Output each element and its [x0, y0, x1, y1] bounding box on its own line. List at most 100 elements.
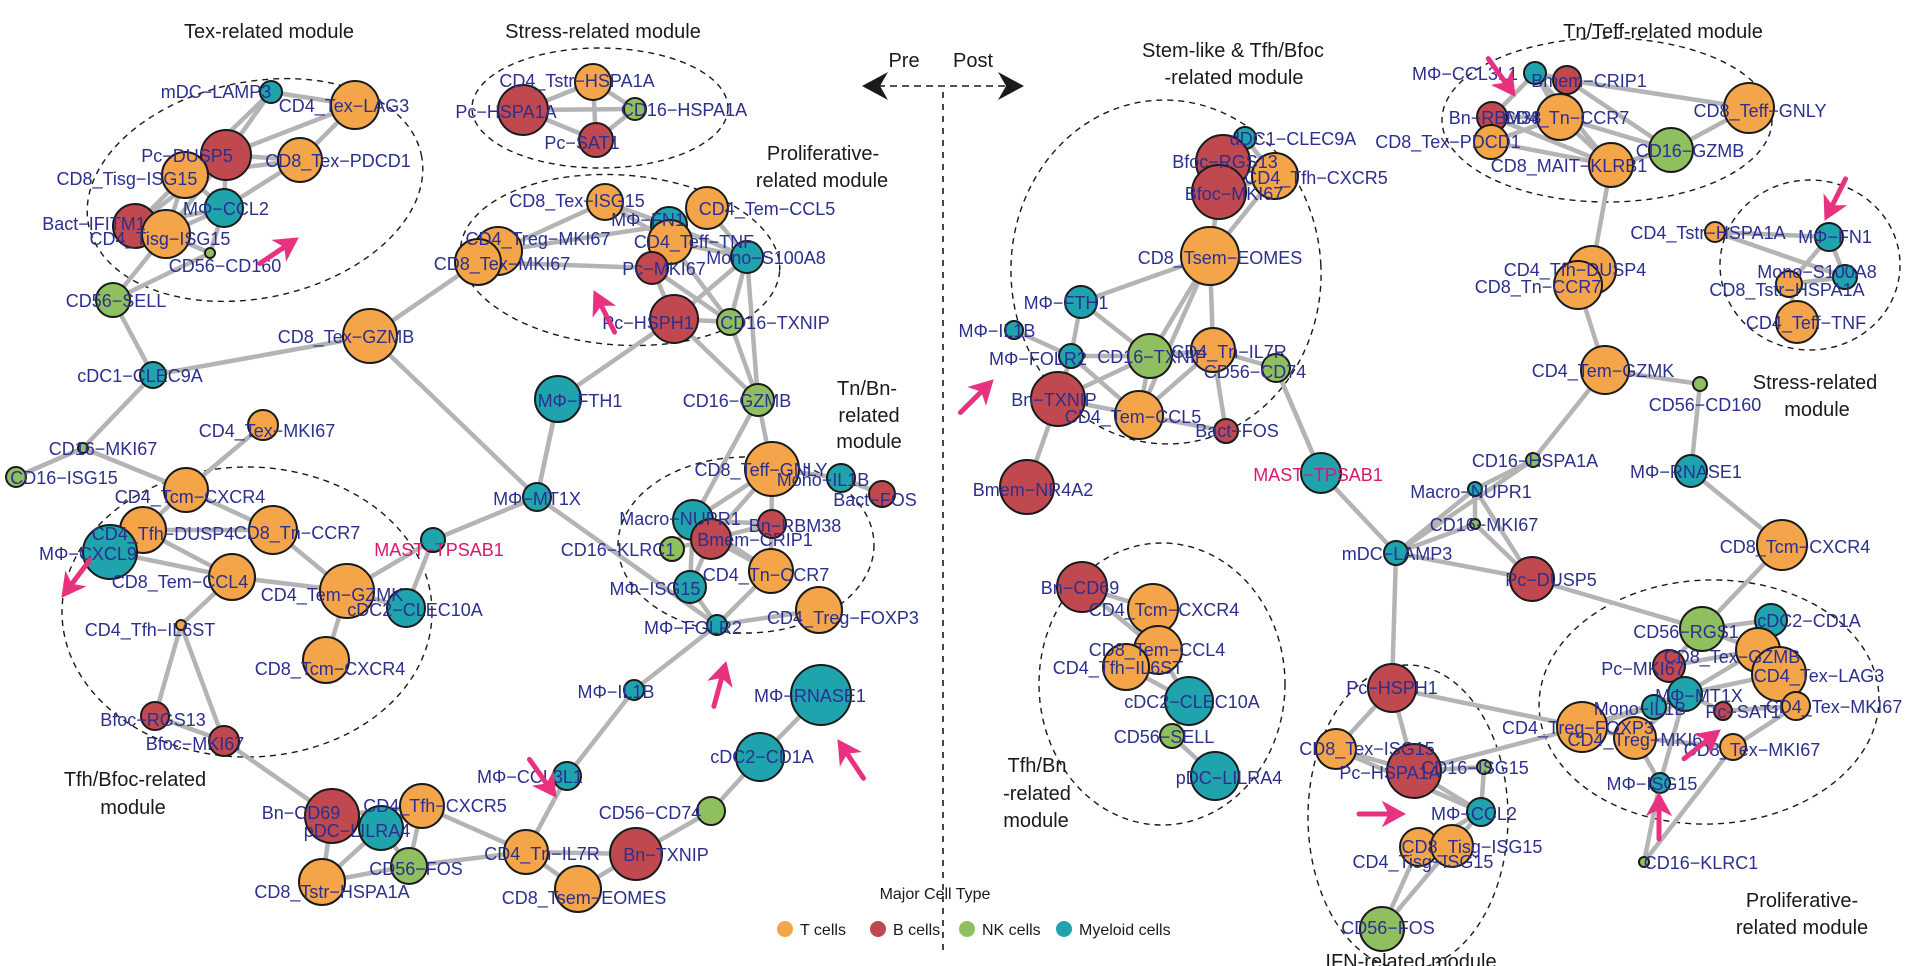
node-label-b31: CD4_Teff−TNF: [1746, 313, 1866, 334]
module-title-pre-tfh: Tfh/Bfoc-related: [64, 769, 206, 791]
post-arrowhead-icon: [998, 72, 1024, 100]
node-label-a26: MAST−TPSAB1: [374, 540, 504, 560]
node-a54: [706, 614, 728, 636]
highlight-arrow-icon: [257, 237, 299, 267]
node-label-a29: MΦ−FTH1: [538, 391, 623, 411]
node-label-b36: Macro−NUPR1: [1410, 482, 1532, 502]
node-label-b43: CD8_Tem−CCL4: [1089, 640, 1226, 661]
node-label-a56: MΦ−IL1B: [578, 682, 655, 702]
node-label-b7: MΦ−IL1B: [959, 321, 1036, 341]
node-label-a49: Bn−RBM38: [749, 516, 842, 536]
node-a60: [696, 796, 726, 826]
node-label-b42: CD4_Tcm−CXCR4: [1089, 600, 1240, 621]
node-a36: [685, 186, 729, 230]
node-a13: [5, 466, 27, 488]
node-b37: [1469, 518, 1481, 530]
node-label-b44: CD4_Tfh−IL6ST: [1053, 658, 1184, 679]
module-title-post-prolif: related module: [1736, 917, 1868, 939]
network-edge: [495, 222, 672, 254]
node-label-a66: Bn−TXNIP: [623, 845, 709, 865]
node-a5: [161, 151, 209, 199]
node-b35: [1674, 454, 1708, 488]
node-label-a45: CD8_Teff−GNLY: [695, 460, 828, 481]
network-edge: [1529, 576, 1705, 632]
module-title-post-stress: Stress-related: [1753, 372, 1878, 394]
node-label-a19: CD8_Tem−CCL4: [112, 572, 249, 593]
module-title-post-stem: Stem-like & Tfh/Bfoc: [1142, 40, 1324, 62]
node-a26: [420, 527, 446, 553]
node-label-b16: Bmem−NR4A2: [973, 480, 1094, 500]
node-label-a33: Pc−SAT1: [544, 133, 619, 153]
node-a65: [503, 829, 549, 875]
node-b67: [1430, 824, 1474, 868]
node-b33: [1692, 376, 1708, 392]
node-a25: [208, 725, 240, 757]
node-label-b61: Pc−HSPH1: [1346, 678, 1438, 698]
module-boundary-pre-tfh: [61, 466, 433, 758]
node-label-a28: MΦ−MT1X: [493, 489, 581, 509]
network-edge: [631, 622, 720, 693]
node-label-b41: Bn−CD69: [1041, 578, 1120, 598]
node-a31: [497, 84, 549, 136]
node-a43: [716, 308, 744, 336]
module-title-pre-prolif: related module: [756, 170, 888, 192]
module-boundary-post-tfhbn: [1038, 542, 1286, 826]
network-edge: [1411, 724, 1585, 774]
node-label-b11: CD56−CD74: [1204, 362, 1307, 382]
node-label-a50: CD16−KLRC1: [561, 540, 676, 560]
legend-swatch-t-cells: [777, 921, 793, 937]
node-label-b64: CD16−ISG15: [1421, 758, 1529, 778]
network-edge: [178, 622, 227, 744]
node-label-a48: Macro−NUPR1: [619, 509, 741, 529]
node-a45: [744, 441, 800, 497]
module-boundary-post-stress: [1719, 179, 1901, 351]
node-b59: [1719, 733, 1747, 761]
node-a57: [790, 664, 852, 726]
node-label-a17: CD8_Tn−CCR7: [234, 523, 361, 544]
node-b34: [1525, 452, 1541, 468]
node-label-a57: MΦ−RNASE1: [754, 686, 866, 706]
node-labels: mDC−LAMP3 CD4_Tex−LAG3 Pc−DUSP5 CD8_Tex−PDC…: [10, 64, 1902, 938]
node-a10: [95, 282, 131, 318]
pre-label: Pre: [888, 50, 919, 72]
node-b32: [1580, 345, 1630, 395]
node-label-b50: CD8_Tex−GZMB: [1664, 647, 1801, 668]
node-b15: [1300, 452, 1342, 494]
node-label-b54: Mono−IL1B: [1594, 699, 1687, 719]
node-a22: [175, 619, 187, 631]
node-a29: [534, 375, 582, 423]
node-a28: [522, 482, 552, 512]
module-title-pre-tnbn: module: [836, 431, 902, 453]
node-label-b26: MΦ−FN1: [1798, 227, 1872, 247]
node-label-b60: MΦ−ISG15: [1607, 774, 1698, 794]
node-a40: [635, 251, 669, 285]
node-label-a39: CD8_Tex−MKI67: [434, 254, 571, 275]
node-label-b17: MΦ−CCL3L1: [1412, 64, 1518, 84]
node-label-a38: CD4_Teff−TNF: [634, 232, 754, 253]
node-a30: [574, 63, 612, 101]
node-label-a24: Bfoc−RGS13: [100, 710, 206, 730]
node-a64: [390, 847, 428, 885]
node-b25: [1704, 221, 1726, 243]
node-a51: [690, 518, 732, 560]
node-label-a12: CD16−MKI67: [49, 439, 158, 459]
node-b53: [1667, 676, 1703, 712]
node-a14: [163, 467, 209, 513]
node-label-b69: CD16−KLRC1: [1644, 853, 1759, 873]
module-boundary-pre-tex: [86, 77, 424, 303]
node-label-a67: CD8_Tstr−HSPA1A: [254, 882, 409, 903]
node-label-a27: CD8_Tex−GZMB: [278, 327, 415, 348]
node-label-b20: Bn−RBM38: [1449, 108, 1542, 128]
node-label-b56: CD4_Tex−MKI67: [1766, 697, 1903, 718]
network-edge: [1393, 457, 1536, 556]
node-b55: [1713, 701, 1733, 721]
node-label-b33: CD56−CD160: [1649, 395, 1762, 415]
node-label-a11: cDC1−CLEC9A: [77, 366, 203, 386]
node-label-b25: CD4_Tstr−HSPA1A: [1630, 223, 1785, 244]
node-label-a5: CD8_Tisg−ISG15: [57, 169, 198, 190]
node-label-a2: CD4_Tex−LAG3: [279, 96, 410, 117]
node-b22: [1473, 124, 1509, 160]
module-boundary-pre-stress: [471, 47, 729, 169]
network-edge: [690, 397, 761, 523]
node-a49: [757, 509, 787, 539]
